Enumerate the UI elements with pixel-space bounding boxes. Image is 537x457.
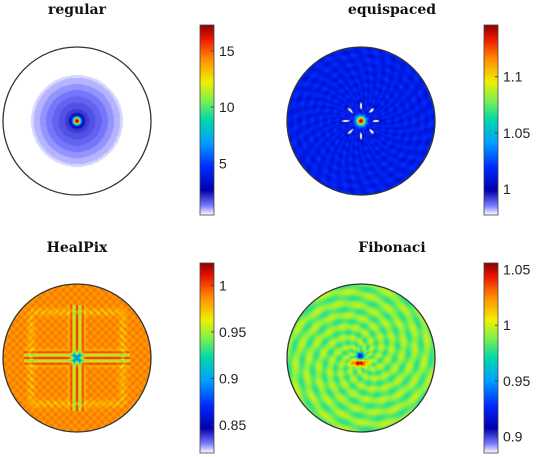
- panel-title: regular: [47, 2, 107, 18]
- colorbar-tick-label: 10: [219, 99, 235, 115]
- colorbar: [199, 24, 215, 216]
- colorbar-tick-label: 1: [503, 317, 511, 333]
- colorbar: [483, 24, 499, 216]
- colorbar-tick-label: 1: [219, 277, 227, 293]
- panel-title: equispaced: [347, 2, 437, 18]
- disk-heatmap: [3, 284, 151, 432]
- colorbar-tick-label: 0.95: [219, 324, 246, 340]
- colorbar: [483, 262, 499, 454]
- colorbar-tick-label: 0.9: [219, 370, 239, 386]
- colorbar: [199, 262, 215, 454]
- disk-boundary: [286, 46, 436, 196]
- colorbar-tick-label: 1.05: [503, 125, 530, 141]
- disk-boundary: [286, 283, 436, 433]
- disk-heatmap: [3, 47, 151, 195]
- colorbar-tick-label: 1.1: [503, 69, 523, 85]
- panel-title: HealPix: [46, 240, 108, 256]
- colorbar-tick-label: 15: [219, 43, 235, 59]
- colorbar-tick-label: 0.85: [219, 417, 246, 433]
- colorbar-tick-label: 0.95: [503, 373, 530, 389]
- panel-title: Fibonaci: [358, 240, 426, 256]
- colorbar-tick-label: 0.9: [503, 428, 523, 444]
- disk-heatmap: [287, 284, 435, 432]
- disk-heatmap: [287, 47, 435, 195]
- colorbar-tick-label: 5: [219, 155, 227, 171]
- disk-boundary: [2, 283, 152, 433]
- colorbar-tick-label: 1: [503, 181, 511, 197]
- colorbar-tick-label: 1.05: [503, 262, 530, 278]
- disk-boundary: [2, 46, 152, 196]
